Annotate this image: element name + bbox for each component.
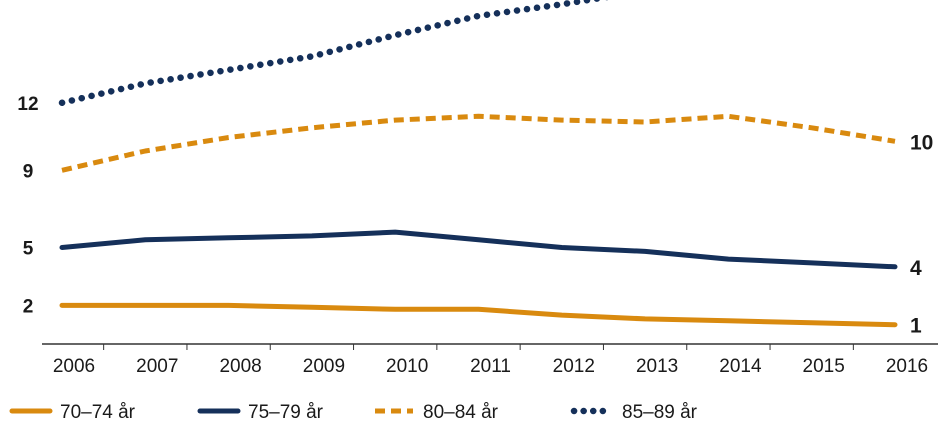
value-labels: 21549101218: [17, 94, 933, 338]
x-tick-label: 2013: [636, 356, 678, 377]
end-value-label: 10: [910, 131, 933, 154]
legend-label: 70–74 år: [60, 402, 136, 423]
x-tick-labels: 2006 2007 2008 2009 2010 2011 2012 2013 2014 2015…: [53, 356, 928, 377]
x-tick-label: 2006: [53, 356, 95, 377]
legend: 70–74 år 75–79 år 80–84 år 85–89 år: [9, 402, 698, 423]
x-tick-label: 2015: [803, 356, 845, 377]
legend-label: 85–89 år: [622, 402, 698, 423]
series-line-2: [59, 229, 898, 270]
series-line-1: [59, 302, 898, 328]
x-tick-label: 2014: [719, 356, 762, 377]
series-line-4: [58, 0, 609, 107]
start-value-label: 5: [23, 239, 34, 260]
start-value-label: 12: [17, 94, 38, 115]
x-tick-label: 2010: [386, 356, 428, 377]
x-axis: [42, 343, 938, 350]
x-tick-label: 2011: [470, 356, 511, 377]
legend-label: 80–84 år: [423, 402, 499, 423]
x-tick-label: 2016: [886, 356, 928, 377]
start-value-label: 2: [23, 296, 34, 317]
x-tick-label: 2009: [303, 356, 345, 377]
x-tick-label: 2007: [136, 356, 178, 377]
legend-label: 75–79 år: [248, 402, 324, 423]
series-lines: [58, 0, 898, 328]
end-value-label: 4: [910, 257, 922, 280]
series-line-3: [61, 113, 896, 173]
start-value-label: 9: [23, 161, 34, 182]
x-tick-label: 2008: [219, 356, 261, 377]
end-value-label: 1: [910, 315, 922, 338]
x-tick-label: 2012: [553, 356, 595, 377]
